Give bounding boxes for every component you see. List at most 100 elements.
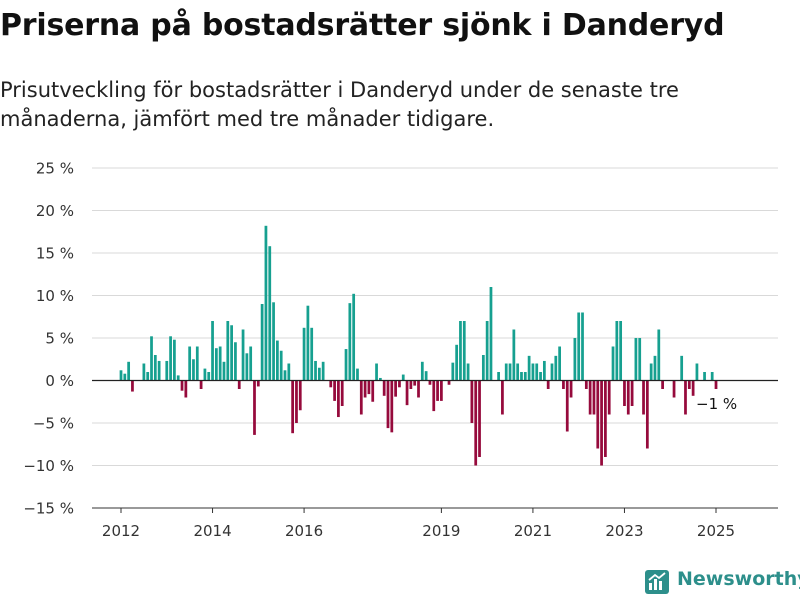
bar-positive	[119, 370, 123, 381]
bar-negative	[367, 380, 371, 395]
bar-positive	[260, 304, 264, 381]
bar-positive	[127, 361, 131, 381]
bar-positive	[466, 363, 470, 381]
bar-negative	[596, 380, 600, 449]
bar-negative	[691, 380, 695, 396]
bar-positive	[302, 327, 306, 381]
bar-positive	[516, 363, 520, 381]
bar-positive	[188, 346, 192, 381]
bar-positive	[615, 321, 619, 381]
newsworthy-logo-text: Newsworthy	[677, 568, 800, 590]
bar-positive	[577, 312, 581, 381]
bar-positive	[649, 363, 653, 381]
y-tick-label: 15 %	[36, 245, 74, 263]
bar-positive	[573, 338, 577, 381]
bar-positive	[211, 321, 214, 381]
bar-negative	[592, 380, 596, 415]
bar-positive	[272, 302, 275, 381]
x-axis: 2012 2014 2016 2019 2021 2023 2025	[92, 507, 778, 540]
x-tick-label: 2019	[422, 522, 460, 540]
bar-negative	[413, 380, 417, 386]
bar-positive	[352, 293, 356, 381]
bar-positive	[344, 349, 348, 381]
bar-positive	[558, 346, 561, 381]
bar-positive	[226, 321, 230, 381]
bar-negative	[371, 380, 375, 402]
bar-positive	[424, 371, 428, 381]
bar-negative	[337, 380, 340, 418]
y-tick-label: −10 %	[23, 457, 74, 475]
bar-positive	[203, 368, 207, 381]
bar-negative	[661, 380, 664, 389]
bar-positive	[550, 363, 554, 381]
bar-negative	[470, 380, 474, 423]
bar-positive	[657, 329, 661, 381]
bar-positive	[554, 355, 558, 381]
bar-positive	[218, 346, 222, 381]
bar-negative	[672, 380, 676, 398]
bar-positive	[539, 372, 542, 381]
y-tick-label: 20 %	[36, 202, 74, 220]
bar-positive	[214, 348, 218, 381]
bar-negative	[714, 380, 718, 389]
bar-positive	[222, 361, 226, 381]
bar-positive	[153, 355, 157, 381]
bar-positive	[192, 359, 195, 381]
bar-positive	[481, 355, 485, 381]
bar-negative	[623, 380, 626, 406]
bar-negative	[447, 380, 451, 385]
x-tick-label: 2021	[514, 522, 552, 540]
bar-negative	[569, 380, 573, 398]
y-tick-label: 10 %	[36, 287, 74, 305]
bar-positive	[321, 361, 325, 381]
bar-positive	[176, 375, 180, 381]
bar-negative	[630, 380, 634, 406]
bar-negative	[478, 380, 481, 457]
bar-positive	[268, 246, 272, 381]
bar-negative	[329, 380, 333, 388]
bar-positive	[378, 377, 382, 381]
bar-negative	[405, 380, 409, 406]
bar-positive	[123, 373, 127, 381]
bar-positive	[264, 225, 268, 381]
bar-positive	[157, 360, 161, 381]
bar-negative	[684, 380, 687, 415]
bar-positive	[195, 346, 199, 381]
bar-negative	[253, 380, 256, 435]
bar-positive	[241, 329, 245, 381]
bar-negative	[607, 380, 611, 415]
bar-negative	[428, 380, 432, 385]
bar-positive	[146, 372, 150, 381]
bar-positive	[611, 346, 615, 381]
bar-positive	[207, 372, 211, 381]
bar-negative	[382, 380, 386, 396]
y-axis-tick-labels: 25 % 20 % 15 % 10 % 5 % 0 % −5 % −10 % −15 %	[23, 160, 74, 518]
bar-negative	[474, 380, 478, 466]
bar-negative	[333, 380, 336, 401]
y-tick-label: −5 %	[33, 415, 74, 433]
bar-positive	[306, 305, 310, 381]
y-tick-label: −15 %	[23, 500, 74, 518]
bar-positive	[314, 360, 317, 381]
bar-negative	[604, 380, 607, 457]
bar-positive	[169, 336, 172, 381]
bar-positive	[375, 363, 378, 381]
x-tick-label: 2016	[285, 522, 323, 540]
bar-positive	[703, 372, 706, 381]
bar-negative	[295, 380, 298, 423]
bar-positive	[508, 363, 512, 381]
bar-negative	[565, 380, 569, 432]
bar-negative	[386, 380, 390, 429]
bar-positive	[173, 339, 176, 381]
bar-positive	[310, 327, 314, 381]
bar-negative	[390, 380, 394, 433]
bar-positive	[523, 372, 527, 381]
bar-negative	[501, 380, 504, 415]
bar-positive	[459, 321, 462, 381]
bar-positive	[420, 361, 424, 381]
bar-positive	[234, 342, 237, 381]
bar-positive	[356, 368, 359, 381]
bar-negative	[199, 380, 203, 389]
bar-positive	[455, 344, 459, 381]
bar-negative	[626, 380, 630, 415]
